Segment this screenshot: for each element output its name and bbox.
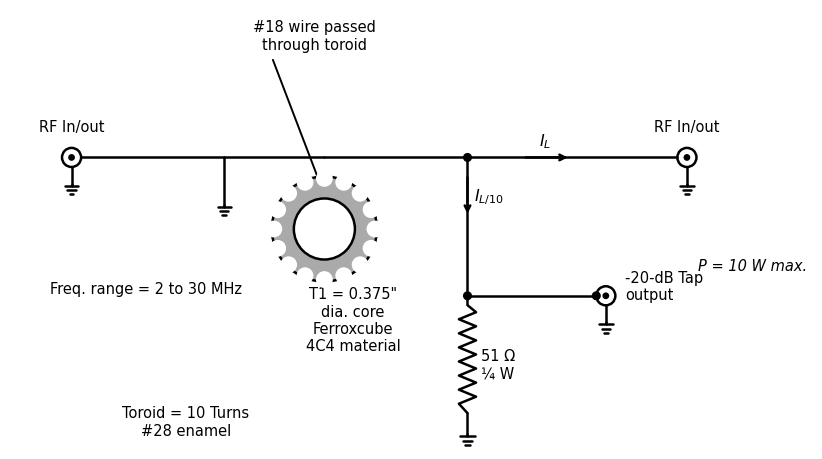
Circle shape	[364, 242, 378, 256]
Text: RF In/out: RF In/out	[39, 119, 104, 134]
Text: $I_{L/10}$: $I_{L/10}$	[474, 186, 505, 206]
Text: P = 10 W max.: P = 10 W max.	[699, 258, 807, 273]
Circle shape	[353, 258, 367, 272]
Circle shape	[298, 269, 312, 283]
Circle shape	[364, 203, 378, 217]
Circle shape	[336, 176, 351, 190]
Text: -20-dB Tap
output: -20-dB Tap output	[625, 270, 703, 303]
Circle shape	[593, 292, 600, 300]
Circle shape	[464, 292, 471, 300]
Circle shape	[336, 269, 351, 283]
Circle shape	[367, 222, 382, 237]
Circle shape	[69, 156, 74, 161]
Circle shape	[266, 222, 281, 237]
Circle shape	[464, 154, 471, 162]
Circle shape	[317, 273, 331, 287]
Circle shape	[353, 187, 367, 201]
Text: T1 = 0.375"
dia. core
Ferroxcube
4C4 material: T1 = 0.375" dia. core Ferroxcube 4C4 mat…	[306, 286, 400, 354]
Circle shape	[317, 172, 331, 186]
Circle shape	[684, 156, 690, 161]
Circle shape	[270, 242, 284, 256]
Text: RF In/out: RF In/out	[654, 119, 720, 134]
Text: $I_L$: $I_L$	[539, 132, 552, 150]
Circle shape	[270, 203, 284, 217]
Circle shape	[603, 293, 608, 299]
Text: #18 wire passed
through toroid: #18 wire passed through toroid	[253, 20, 376, 52]
Circle shape	[281, 187, 296, 201]
Text: Freq. range = 2 to 30 MHz: Freq. range = 2 to 30 MHz	[49, 282, 242, 297]
Circle shape	[293, 199, 355, 260]
Circle shape	[298, 176, 312, 190]
Text: 51 Ω
¼ W: 51 Ω ¼ W	[481, 348, 515, 381]
Text: Toroid = 10 Turns
#28 enamel: Toroid = 10 Turns #28 enamel	[122, 406, 250, 438]
Circle shape	[281, 258, 296, 272]
Circle shape	[272, 177, 376, 282]
